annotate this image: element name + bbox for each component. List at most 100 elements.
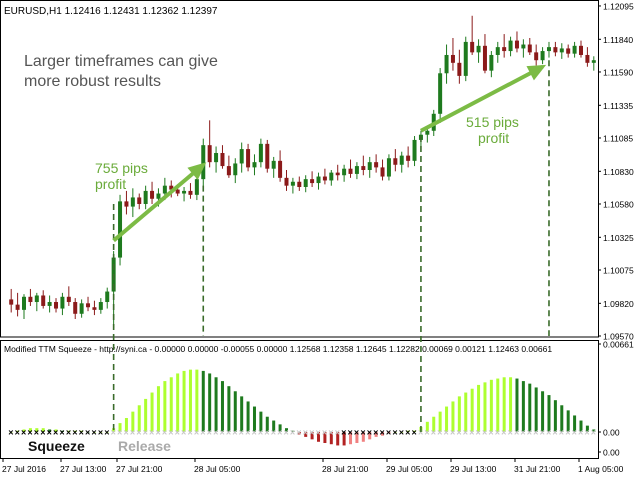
histogram-bar — [566, 410, 570, 432]
release-dot: × — [469, 428, 474, 438]
histogram-bar — [233, 391, 237, 432]
candle — [34, 292, 39, 312]
release-dot: × — [418, 428, 423, 438]
time-tick-label: 1 Aug 05:00 — [578, 464, 624, 474]
histogram-bar — [284, 428, 288, 432]
histogram-bar — [86, 432, 90, 433]
candle — [482, 34, 487, 74]
candle-body — [239, 149, 244, 164]
indicator-frame — [0, 340, 599, 459]
candle — [47, 295, 52, 313]
time-tick-label: 28 Jul 21:00 — [322, 464, 369, 474]
candle — [399, 151, 404, 173]
release-dot: × — [508, 428, 513, 438]
candle — [546, 41, 551, 58]
release-dot: × — [207, 428, 212, 438]
squeeze-dot: × — [360, 428, 365, 438]
histogram-bar — [92, 432, 96, 433]
profit-label-2: 515 pips — [466, 114, 519, 130]
histogram-bar — [67, 430, 71, 432]
candle — [406, 146, 411, 168]
candle — [54, 298, 59, 313]
release-dot: × — [168, 428, 173, 438]
candle-body — [246, 149, 251, 168]
candle — [246, 143, 251, 172]
indicator-tick-label: 0.00 — [603, 448, 620, 458]
release-dot: × — [527, 428, 532, 438]
histogram-bar — [406, 430, 410, 432]
candle-body — [271, 160, 276, 169]
candle — [150, 181, 155, 204]
candle-body — [34, 295, 39, 303]
candle — [207, 120, 212, 168]
histogram-bar — [509, 377, 513, 432]
histogram-bar — [150, 392, 154, 432]
candle — [380, 159, 385, 181]
release-dot: × — [296, 428, 301, 438]
candle — [92, 300, 97, 316]
price-chart-title: EURUSD,H1 1.12416 1.12431 1.12362 1.1239… — [4, 6, 218, 17]
histogram-bar — [28, 428, 32, 432]
price-tick-label: 1.11335 — [603, 101, 633, 111]
candle — [290, 177, 295, 194]
release-dot: × — [130, 428, 135, 438]
candle — [118, 194, 123, 266]
candle — [591, 56, 596, 71]
histogram-bar — [195, 369, 199, 432]
release-dot: × — [232, 428, 237, 438]
candle-body — [322, 176, 327, 181]
candle — [194, 175, 199, 201]
price-tick-label: 1.10830 — [603, 167, 634, 177]
squeeze-dot: × — [85, 428, 90, 438]
histogram-bar — [336, 432, 340, 446]
candle-body — [258, 143, 263, 163]
legend-squeeze: Squeeze — [28, 438, 85, 454]
candle-body — [406, 155, 411, 161]
time-tick-label: 29 Jul 13:00 — [450, 464, 497, 474]
release-dot: × — [488, 428, 493, 438]
release-dot: × — [162, 428, 167, 438]
candle — [489, 51, 494, 78]
release-dot: × — [245, 428, 250, 438]
histogram-bar — [35, 428, 39, 432]
candle-body — [297, 181, 302, 187]
histogram-bar — [304, 432, 308, 437]
candle-body — [335, 172, 340, 176]
time-tick-label: 29 Jul 05:00 — [386, 464, 433, 474]
histogram-bar — [579, 420, 583, 432]
histogram-bar — [112, 428, 116, 432]
histogram-bar — [73, 430, 77, 432]
histogram-bar — [393, 432, 397, 433]
release-dot: × — [283, 428, 288, 438]
candle — [348, 159, 353, 178]
candle-body — [514, 40, 519, 49]
squeeze-dot: × — [15, 428, 20, 438]
release-dot: × — [117, 428, 122, 438]
indicator-chart[interactable]: × × × × × × × × × × × × × × × × × × × × × × × × × × × × × × × × × × × × × × × ×… — [8, 369, 596, 446]
release-dot: × — [123, 428, 128, 438]
release-dot: × — [591, 428, 596, 438]
candle-body — [22, 296, 27, 310]
candle — [514, 31, 519, 53]
histogram-bar — [201, 370, 205, 432]
candle-body — [41, 295, 46, 306]
candle-body — [399, 155, 404, 165]
price-chart[interactable] — [9, 15, 596, 329]
price-chart-frame — [0, 0, 599, 338]
histogram-bar — [278, 424, 282, 432]
candle — [284, 170, 289, 191]
histogram-bar — [470, 388, 474, 432]
note-text: more robust results — [24, 73, 161, 90]
candle-body — [495, 47, 500, 55]
candle — [143, 185, 148, 210]
histogram-bar — [528, 383, 532, 432]
histogram-bar — [592, 429, 596, 432]
histogram-bar — [477, 384, 481, 432]
histogram-bar — [291, 430, 295, 432]
candle-body — [265, 143, 270, 169]
release-dot: × — [335, 428, 340, 438]
candle — [527, 37, 532, 55]
release-dot: × — [226, 428, 231, 438]
candle — [444, 44, 449, 84]
